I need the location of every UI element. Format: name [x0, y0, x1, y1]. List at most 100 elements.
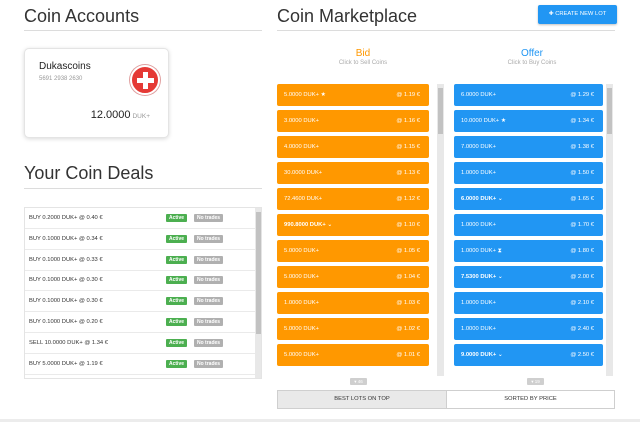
- create-new-lot-button[interactable]: ✚ CREATE NEW LOT: [538, 5, 617, 24]
- lot-quantity: 5.0000 DUK+: [284, 352, 319, 358]
- bid-lot[interactable]: 5.0000 DUK+ @ 1.01 €: [277, 344, 429, 366]
- offer-lot[interactable]: 1.0000 DUK+ ⧗ @ 1.80 €: [454, 240, 603, 262]
- status-badge: Active: [166, 276, 188, 285]
- bid-lot[interactable]: 30.0000 DUK+ @ 1.13 €: [277, 162, 429, 184]
- deals-divider: [24, 188, 262, 189]
- offer-lot[interactable]: 1.0000 DUK+ @ 2.40 €: [454, 318, 603, 340]
- offer-lot[interactable]: 9.0000 DUK+ ⌄ @ 2.50 €: [454, 344, 603, 366]
- lot-quantity-text: 1.0000 DUK+: [461, 326, 496, 332]
- lot-quantity: 1.0000 DUK+: [461, 170, 496, 176]
- offer-scrollbar[interactable]: [606, 84, 613, 376]
- deal-text: BUY 0.1000 DUK+ @ 0.20 €: [29, 319, 103, 325]
- offer-lot[interactable]: 6.0000 DUK+ ⌄ @ 1.65 €: [454, 188, 603, 210]
- offer-count-badge: ▾ 19: [527, 378, 544, 385]
- lot-quantity-text: 1.0000 DUK+: [461, 170, 496, 176]
- status-badge: Active: [166, 297, 188, 306]
- bid-lot[interactable]: 5.0000 DUK+ @ 1.02 €: [277, 318, 429, 340]
- deals-scrollbar[interactable]: [255, 208, 261, 378]
- lot-quantity-text: 5.0000 DUK+: [284, 248, 319, 254]
- deal-row[interactable]: BUY 0.1000 DUK+ @ 0.34 € Active No trades: [25, 229, 255, 250]
- offer-scroll-thumb[interactable]: [607, 88, 612, 134]
- bid-lot[interactable]: 3.0000 DUK+ @ 1.16 €: [277, 110, 429, 132]
- lot-quantity: 5.0000 DUK+ ★: [284, 92, 326, 98]
- lot-price: @ 1.34 €: [570, 118, 594, 124]
- lot-quantity-text: 5.0000 DUK+: [284, 352, 319, 358]
- account-card[interactable]: Dukascoins 5691 2938 2630 12.0000 DUK+: [24, 48, 169, 138]
- lot-quantity: 3.0000 DUK+: [284, 118, 319, 124]
- swiss-flag-icon: [130, 65, 160, 95]
- trades-badge: No trades: [194, 214, 224, 222]
- status-badge: Active: [166, 338, 188, 347]
- lot-quantity-text: 7.0000 DUK+: [461, 144, 496, 150]
- lot-quantity: 1.0000 DUK+: [461, 222, 496, 228]
- lot-quantity: 1.0000 DUK+: [461, 326, 496, 332]
- lot-price: @ 1.19 €: [396, 92, 420, 98]
- lot-quantity-text: 6.0000 DUK+: [461, 196, 497, 202]
- offer-lot[interactable]: 7.5300 DUK+ ⌄ @ 2.00 €: [454, 266, 603, 288]
- deal-row[interactable]: BUY 5.0000 DUK+ @ 1.19 € Active No trades: [25, 354, 255, 375]
- status-badge: Active: [166, 214, 188, 222]
- lot-quantity-text: 72.4600 DUK+: [284, 196, 323, 202]
- chevron-down-icon: ⌄: [325, 222, 333, 228]
- lot-quantity-text: 5.0000 DUK+: [284, 326, 319, 332]
- star-icon: ★: [318, 92, 326, 98]
- lot-quantity: 5.0000 DUK+: [284, 248, 319, 254]
- chevron-down-icon: ⌄: [496, 196, 503, 202]
- hourglass-icon: ⧗: [495, 248, 502, 254]
- trades-badge: No trades: [194, 234, 224, 243]
- lot-quantity: 10.0000 DUK+ ★: [461, 118, 506, 124]
- bid-lot[interactable]: 990.8000 DUK+ ⌄ @ 1.10 €: [277, 214, 429, 236]
- bid-lot[interactable]: 5.0000 DUK+ ★ @ 1.19 €: [277, 84, 429, 106]
- chevron-down-icon: ⌄: [496, 274, 503, 280]
- bid-scroll-thumb[interactable]: [438, 88, 443, 134]
- lot-price: @ 2.50 €: [570, 352, 594, 358]
- deal-row[interactable]: BUY 0.1000 DUK+ @ 0.30 € Active No trades: [25, 270, 255, 292]
- tab-best-lots[interactable]: BEST LOTS ON TOP: [278, 391, 447, 408]
- lot-price: @ 1.38 €: [570, 144, 594, 150]
- lot-quantity-text: 5.0000 DUK+: [284, 92, 319, 98]
- bid-lot[interactable]: 72.4600 DUK+ @ 1.12 €: [277, 188, 429, 210]
- lot-quantity: 5.0000 DUK+: [284, 274, 319, 280]
- deal-text: SELL 10.0000 DUK+ @ 1.34 €: [29, 339, 108, 346]
- bid-lot[interactable]: 1.0000 DUK+ @ 1.03 €: [277, 292, 429, 314]
- chevron-down-icon: ⌄: [496, 352, 503, 358]
- deal-row[interactable]: BUY 0.2000 DUK+ @ 0.40 € Active No trades: [25, 208, 255, 229]
- bid-scrollbar[interactable]: [437, 84, 444, 376]
- offer-lot[interactable]: 1.0000 DUK+ @ 1.70 €: [454, 214, 603, 236]
- offer-lot[interactable]: 1.0000 DUK+ @ 1.50 €: [454, 162, 603, 184]
- lot-quantity: 7.0000 DUK+: [461, 144, 496, 150]
- deals-list: BUY 0.2000 DUK+ @ 0.40 € Active No trades B…: [24, 207, 262, 379]
- lot-quantity-text: 9.0000 DUK+: [461, 352, 497, 358]
- bid-lot[interactable]: 4.0000 DUK+ @ 1.15 €: [277, 136, 429, 158]
- deals-title: Your Coin Deals: [24, 163, 154, 183]
- offer-count: 19: [534, 379, 540, 384]
- sort-tabs: BEST LOTS ON TOP SORTED BY PRICE: [277, 390, 615, 409]
- bid-lot[interactable]: 5.0000 DUK+ @ 1.04 €: [277, 266, 429, 288]
- trades-badge: No trades: [194, 338, 224, 347]
- deals-scroll-thumb[interactable]: [256, 212, 261, 334]
- bid-count: 46: [357, 379, 363, 384]
- deal-row[interactable]: BUY 0.1000 DUK+ @ 0.30 € Active No trades: [25, 291, 255, 313]
- deal-row[interactable]: SELL 10.0000 DUK+ @ 1.34 € Active No trade…: [25, 333, 255, 354]
- create-new-lot-label: CREATE NEW LOT: [555, 11, 607, 17]
- bid-lot[interactable]: 5.0000 DUK+ @ 1.05 €: [277, 240, 429, 262]
- lot-quantity-text: 1.0000 DUK+: [461, 248, 496, 254]
- lot-quantity: 6.0000 DUK+ ⌄: [461, 196, 503, 202]
- deal-row[interactable]: BUY 0.1000 DUK+ @ 0.20 € Active No trades: [25, 312, 255, 333]
- offer-lot[interactable]: 10.0000 DUK+ ★ @ 1.34 €: [454, 110, 603, 132]
- offer-lot[interactable]: 7.0000 DUK+ @ 1.38 €: [454, 136, 603, 158]
- accounts-title: Coin Accounts: [24, 6, 140, 26]
- deal-row[interactable]: BUY 0.1000 DUK+ @ 0.33 € Active No trades: [25, 250, 255, 271]
- offer-lot-list: 6.0000 DUK+ @ 1.29 € 10.0000 DUK+ ★ @ 1.34 …: [453, 84, 615, 376]
- lot-price: @ 2.40 €: [570, 326, 594, 332]
- bid-lot-list: 5.0000 DUK+ ★ @ 1.19 € 3.0000 DUK+ @ 1.16 €…: [276, 84, 446, 376]
- lot-quantity-text: 5.0000 DUK+: [284, 274, 319, 280]
- offer-lot[interactable]: 1.0000 DUK+ @ 2.10 €: [454, 292, 603, 314]
- trades-badge: No trades: [194, 297, 224, 306]
- lot-price: @ 1.13 €: [396, 170, 420, 176]
- trades-badge: No trades: [194, 318, 224, 326]
- tab-sorted-by-price[interactable]: SORTED BY PRICE: [447, 391, 614, 408]
- offer-lot[interactable]: 6.0000 DUK+ @ 1.29 €: [454, 84, 603, 106]
- star-icon: ★: [499, 118, 507, 124]
- lot-price: @ 1.10 €: [396, 222, 420, 228]
